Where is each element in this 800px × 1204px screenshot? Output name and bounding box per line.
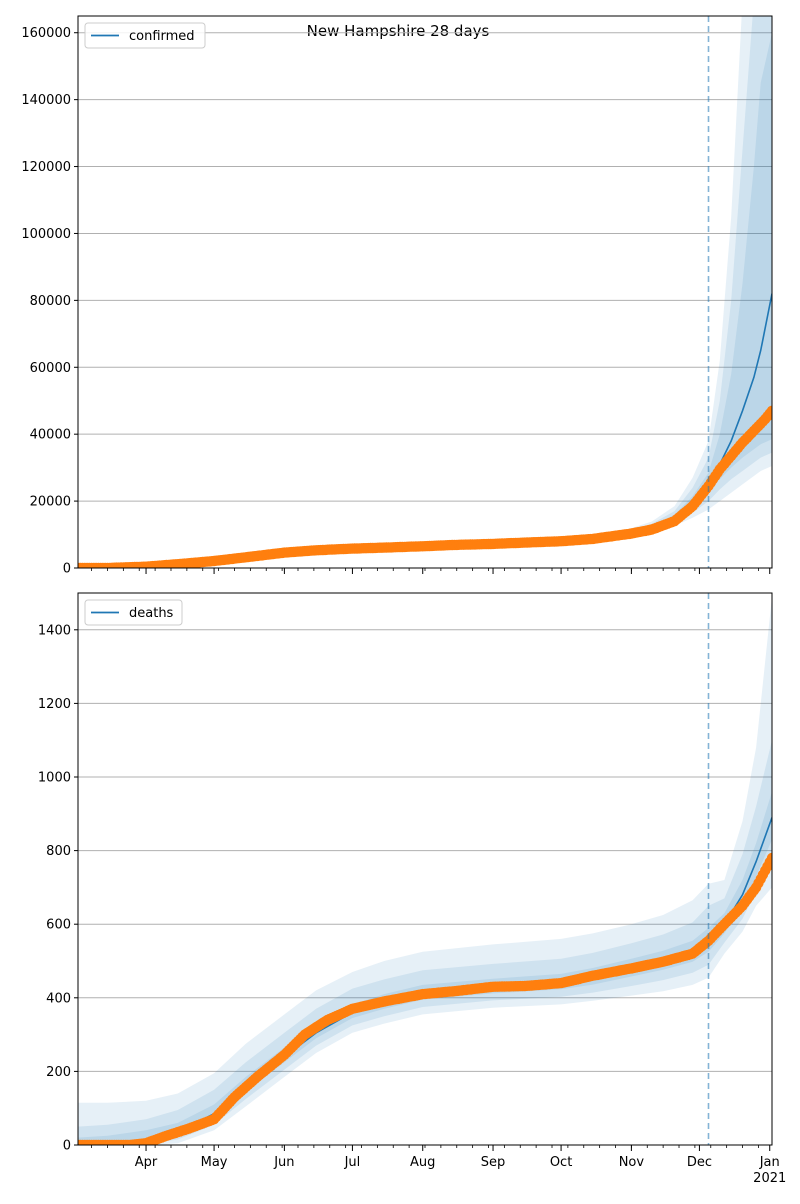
confirmed-panel: 0 20000 40000 60000 80000 100000 120000 140000 1…	[21, 15, 773, 577]
y-tick-label: 800	[46, 844, 71, 859]
axes-frame	[77, 592, 773, 1146]
confidence-band	[78, 740, 772, 1145]
x-tick-label: Jul	[344, 1155, 361, 1170]
y-tick-label: 140000	[21, 93, 71, 108]
x-tick-label: Jun	[273, 1155, 294, 1170]
legend-box	[84, 599, 183, 626]
legend: confirmed	[84, 22, 206, 49]
x-year-label: 2021	[753, 1171, 786, 1186]
x-tick-label: Dec	[687, 1155, 712, 1170]
legend: deaths	[84, 599, 183, 626]
x-tick-label: Sep	[481, 1155, 506, 1170]
chart-title: New Hampshire 28 days	[307, 22, 490, 40]
y-tick-label: 1200	[38, 697, 71, 712]
observed-point	[766, 852, 772, 864]
deaths-panel: 0 200 400 600 800 1000 1200 1400 Apr May Jun Jul Aug…	[38, 592, 786, 1186]
y-tick-label: 20000	[30, 495, 71, 510]
x-tick-label: Nov	[619, 1155, 645, 1170]
plot-area	[78, 16, 772, 568]
y-tick-label: 200	[46, 1065, 71, 1080]
x-tick-label: Oct	[550, 1155, 572, 1170]
observed-point	[766, 405, 772, 416]
y-tick-label: 40000	[30, 428, 71, 443]
y-tick-label: 600	[46, 918, 71, 933]
confidence-band	[78, 596, 772, 1145]
confidence-band	[78, 16, 772, 568]
legend-label: confirmed	[129, 29, 195, 44]
y-tick-label: 160000	[21, 26, 71, 41]
y-tick-label: 120000	[21, 160, 71, 175]
y-tick-label: 400	[46, 991, 71, 1006]
y-tick-label: 80000	[30, 294, 71, 309]
plot-area	[78, 596, 772, 1145]
x-tick-label: May	[201, 1155, 228, 1170]
x-tick-label: Apr	[135, 1155, 158, 1170]
x-tick-label: Jan	[759, 1155, 780, 1170]
y-tick-label: 0	[63, 562, 71, 577]
legend-box	[84, 22, 206, 49]
y-tick-label: 1400	[38, 623, 71, 638]
y-tick-label: 100000	[21, 227, 71, 242]
axes-frame	[77, 15, 773, 569]
y-tick-label: 1000	[38, 771, 71, 786]
x-tick-label: Aug	[410, 1155, 435, 1170]
y-tick-label: 60000	[30, 361, 71, 376]
legend-label: deaths	[129, 606, 174, 621]
y-tick-label: 0	[63, 1139, 71, 1154]
confidence-band	[78, 16, 772, 568]
